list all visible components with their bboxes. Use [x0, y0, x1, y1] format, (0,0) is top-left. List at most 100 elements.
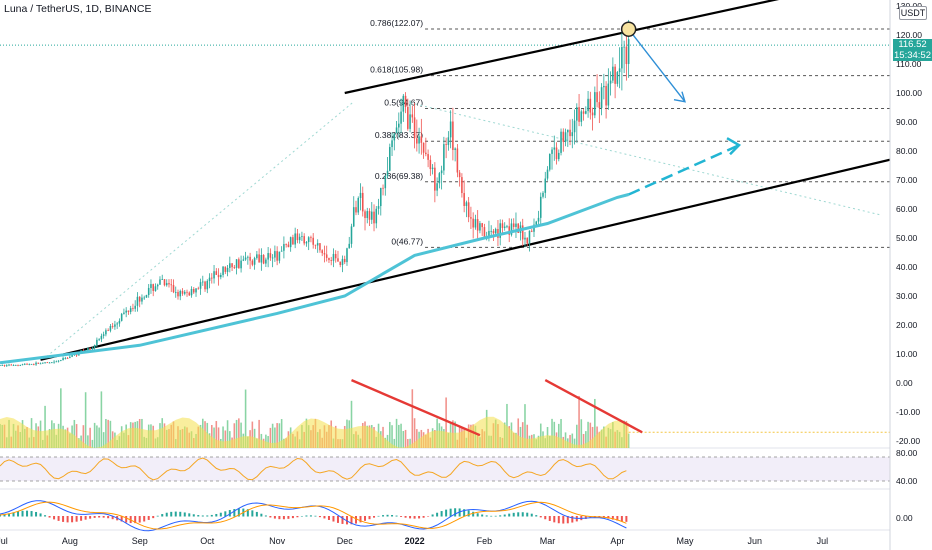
candle-body	[215, 271, 218, 275]
candle-body	[53, 361, 55, 363]
macd-histogram-bar	[499, 515, 502, 517]
projection-arrow-line	[628, 28, 686, 103]
volume-bar	[591, 426, 594, 448]
macd-histogram-bar	[620, 516, 623, 522]
candle-body	[211, 277, 213, 279]
ma-overlay	[0, 21, 742, 365]
volume-bar	[240, 422, 242, 448]
candle-body	[199, 282, 202, 289]
macd-histogram-bar	[382, 515, 385, 517]
macd-signal-line	[0, 501, 627, 530]
y-tick-label: -10.00	[896, 407, 920, 417]
candle-body	[156, 284, 159, 287]
candle-body	[564, 132, 567, 142]
candle-body	[594, 92, 596, 116]
candle-body	[285, 244, 287, 245]
candle-body	[256, 254, 258, 259]
fib-level-label: 0.618(105.98)	[370, 65, 423, 75]
volume-bar	[587, 421, 589, 448]
candle-body	[17, 365, 19, 366]
macd-histogram-bar	[66, 516, 69, 523]
candle-body	[152, 284, 155, 291]
lower-trendline	[40, 158, 891, 361]
candle-body	[12, 365, 15, 367]
candle-body	[278, 251, 281, 261]
volume-bar	[411, 389, 414, 448]
macd-histogram-bar	[201, 515, 204, 517]
macd-histogram-bar	[373, 516, 376, 518]
currency-button[interactable]: USDT	[899, 6, 927, 20]
candle-body	[253, 258, 256, 265]
macd-histogram-bar	[237, 508, 240, 517]
candle-body	[506, 226, 508, 228]
macd-histogram-bar	[553, 516, 556, 523]
candle-body	[238, 259, 240, 269]
x-tick-label: Feb	[477, 536, 493, 546]
candle-body	[386, 170, 389, 177]
macd-histogram-bar	[404, 516, 407, 518]
volume-bar	[594, 398, 596, 448]
macd-histogram-bar	[445, 509, 448, 517]
macd-histogram-bar	[377, 515, 380, 517]
candle-body	[609, 80, 612, 84]
candle-body	[548, 153, 551, 170]
rsi-pane	[0, 456, 890, 482]
candle-body	[440, 170, 443, 174]
macd-histogram-bar	[93, 516, 96, 518]
macd-histogram-bar	[512, 512, 515, 517]
candle-body	[510, 223, 513, 235]
volume-bar	[276, 423, 278, 448]
volume-bar	[100, 391, 103, 448]
candle-body	[443, 144, 445, 171]
candle-body	[87, 348, 89, 351]
macd-histogram-bar	[192, 514, 195, 517]
candle-body	[8, 364, 10, 366]
candle-body	[355, 207, 357, 213]
candle-body	[591, 112, 594, 116]
volume-bar	[391, 425, 393, 448]
macd-histogram-bar	[26, 510, 29, 517]
candle-body	[125, 310, 127, 313]
candle-body	[499, 223, 501, 238]
macd-histogram-bar	[332, 516, 335, 522]
macd-histogram-bar	[0, 514, 1, 517]
candle-body	[314, 244, 317, 246]
time-axis: Jul Aug Sep Oct Nov Dec 2022 Feb Mar Apr May Jun Jul	[0, 536, 828, 546]
candle-body	[294, 233, 296, 245]
candle-body	[454, 148, 456, 150]
volume-bar	[269, 427, 272, 448]
candle-body	[560, 131, 562, 153]
volume-bar	[93, 422, 96, 448]
macd-histogram-bar	[476, 513, 479, 517]
macd-histogram-bar	[233, 509, 236, 517]
candle-body	[325, 254, 328, 258]
volume-bar	[229, 431, 231, 448]
candle-body	[627, 39, 630, 65]
candle-body	[168, 283, 170, 285]
volume-bar	[553, 421, 556, 448]
volume-bar	[585, 431, 587, 448]
candle-body	[456, 148, 459, 173]
candle-body	[192, 288, 195, 293]
macd-histogram-bar	[535, 515, 538, 517]
candle-body	[357, 198, 360, 213]
macd-histogram-bar	[472, 511, 475, 517]
volume-bar	[521, 422, 524, 448]
candle-body	[488, 230, 490, 238]
candle-body	[339, 261, 342, 265]
macd-histogram-bar	[386, 514, 389, 517]
candle-body	[438, 173, 441, 184]
candle-body	[57, 360, 60, 362]
candle-body	[231, 263, 233, 268]
candle-body	[359, 192, 362, 199]
macd-histogram-bar	[562, 516, 565, 524]
volume-bar	[265, 434, 267, 448]
candle-body	[190, 288, 193, 296]
volume-bar	[60, 388, 62, 448]
candle-body	[449, 121, 452, 138]
candle-body	[319, 243, 321, 251]
candle-body	[470, 217, 472, 219]
macd-histogram-bar	[188, 513, 191, 517]
candle-body	[585, 111, 587, 114]
